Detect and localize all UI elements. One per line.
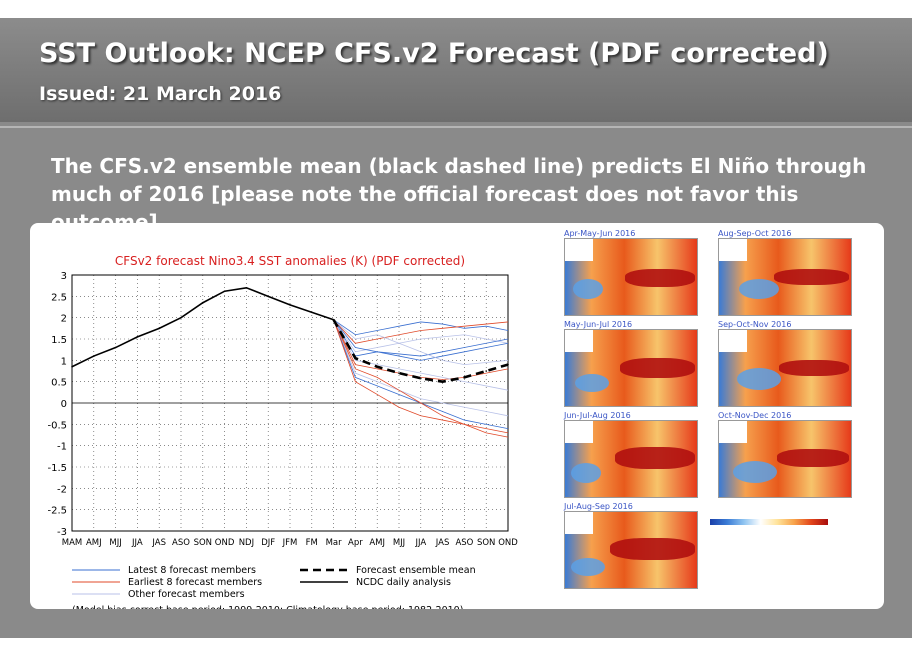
- analysis-line: [71, 286, 334, 368]
- data-point: [71, 365, 73, 368]
- map-label: Jun-Jul-Aug 2016: [564, 411, 631, 420]
- data-point: [398, 372, 400, 374]
- x-tick-label: JJA: [131, 538, 143, 548]
- data-point: [93, 355, 95, 357]
- x-tick-label: Apr: [348, 538, 363, 548]
- x-tick-label: MAM: [62, 538, 82, 548]
- x-tick-label: ASO: [455, 538, 473, 548]
- slide-description: The CFS.v2 ensemble mean (black dashed l…: [51, 154, 867, 234]
- y-tick-label: 1.5: [51, 335, 67, 346]
- x-tick-label: OND: [215, 538, 235, 548]
- legend-mean-label: Forecast ensemble mean: [356, 565, 476, 576]
- map-label: Apr-May-Jun 2016: [564, 229, 636, 238]
- forecast-member-line: [333, 319, 509, 357]
- sst-map: [718, 420, 852, 498]
- x-tick-label: SON: [194, 538, 212, 548]
- map-label: May-Jun-Jul 2016: [564, 320, 633, 329]
- data-point: [180, 316, 182, 319]
- y-tick-label: 3: [61, 271, 67, 282]
- map-label: Oct-Nov-Dec 2016: [718, 411, 792, 420]
- x-tick-label: FM: [306, 538, 318, 548]
- y-tick-label: 2: [61, 314, 67, 325]
- forecast-member-line: [333, 319, 509, 353]
- legend-other-label: Other forecast members: [128, 589, 245, 600]
- data-point: [507, 363, 509, 366]
- slide-title: SST Outlook: NCEP CFS.v2 Forecast (PDF c…: [39, 38, 829, 69]
- x-tick-label: MJJ: [393, 538, 405, 548]
- forecast-member-line: [333, 319, 509, 434]
- y-tick-label: 2.5: [51, 292, 67, 303]
- map-label: Aug-Sep-Oct 2016: [718, 229, 792, 238]
- sst-map: [564, 238, 698, 316]
- x-tick-label: JAS: [151, 538, 166, 548]
- x-tick-label: NDJ: [239, 538, 254, 548]
- data-point: [223, 290, 226, 293]
- y-tick-label: 0: [61, 399, 67, 410]
- data-point: [485, 370, 488, 372]
- data-point: [289, 304, 291, 306]
- x-tick-label: ASO: [172, 538, 190, 548]
- x-tick-label: MJJ: [109, 538, 121, 548]
- y-tick-label: -0.5: [47, 420, 67, 431]
- x-tick-label: JJA: [414, 538, 426, 548]
- forecast-member-line: [333, 319, 509, 361]
- x-tick-label: SON: [477, 538, 495, 548]
- ensemble-mean-line: [332, 319, 509, 383]
- plot-frame: [71, 274, 509, 532]
- y-tick-label: -1: [57, 442, 67, 453]
- map-label: Sep-Oct-Nov 2016: [718, 320, 792, 329]
- x-tick-label: JAS: [435, 538, 450, 548]
- y-tick-label: -2: [57, 484, 67, 495]
- forecast-member-line: [333, 319, 509, 344]
- y-tick-label: 0.5: [51, 378, 67, 389]
- data-point: [267, 295, 269, 298]
- sst-map: [564, 329, 698, 407]
- sst-map: [564, 511, 698, 589]
- data-point: [463, 376, 466, 379]
- x-tick-label: AMJ: [86, 538, 102, 548]
- issued-date: Issued: 21 March 2016: [39, 83, 282, 105]
- color-scale-bar: [710, 519, 828, 525]
- chart-footnote: (Model bias correct base period: 1999-20…: [72, 605, 463, 609]
- forecast-member-line: [333, 319, 509, 380]
- data-point: [376, 365, 379, 368]
- data-point: [136, 336, 139, 338]
- data-point: [420, 377, 422, 380]
- x-tick-label: AMJ: [369, 538, 385, 548]
- forecast-member-line: [333, 319, 509, 417]
- data-point: [245, 287, 248, 289]
- forecast-member-line: [333, 319, 509, 336]
- legend-ncdc-label: NCDC daily analysis: [356, 577, 451, 588]
- sst-map: [718, 238, 852, 316]
- x-tick-label: JFM: [282, 538, 298, 548]
- sst-map: [718, 329, 852, 407]
- sst-map: [564, 420, 698, 498]
- y-tick-label: 1: [61, 356, 67, 367]
- legend-latest-label: Latest 8 forecast members: [128, 565, 256, 576]
- slide-header: SST Outlook: NCEP CFS.v2 Forecast (PDF c…: [0, 18, 912, 122]
- y-tick-label: -2.5: [47, 506, 67, 517]
- legend-earliest-label: Earliest 8 forecast members: [128, 577, 262, 588]
- header-divider: [0, 126, 912, 128]
- data-point: [441, 380, 444, 383]
- chart-title: CFSv2 forecast Nino3.4 SST anomalies (K)…: [115, 254, 465, 268]
- slide: SST Outlook: NCEP CFS.v2 Forecast (PDF c…: [0, 18, 912, 638]
- y-tick-label: -1.5: [47, 463, 67, 474]
- data-point: [354, 357, 357, 359]
- nino34-plume-chart: CFSv2 forecast Nino3.4 SST anomalies (K)…: [47, 254, 518, 609]
- data-point: [202, 301, 204, 304]
- map-label: Jul-Aug-Sep 2016: [564, 502, 633, 511]
- sst-map-grid: Apr-May-Jun 2016 May-Jun-Jul 2016 Jun-Ju…: [550, 229, 880, 604]
- data-point: [114, 346, 117, 349]
- data-point: [158, 327, 160, 330]
- y-tick-label: -3: [57, 527, 67, 538]
- forecast-member-line: [333, 319, 509, 366]
- x-tick-label: OND: [498, 538, 518, 548]
- data-point: [332, 319, 335, 321]
- forecast-member-line: [333, 319, 509, 438]
- x-tick-label: Mar: [326, 538, 343, 548]
- content-panel: CFSv2 forecast Nino3.4 SST anomalies (K)…: [30, 223, 884, 609]
- x-tick-label: DJF: [261, 538, 275, 548]
